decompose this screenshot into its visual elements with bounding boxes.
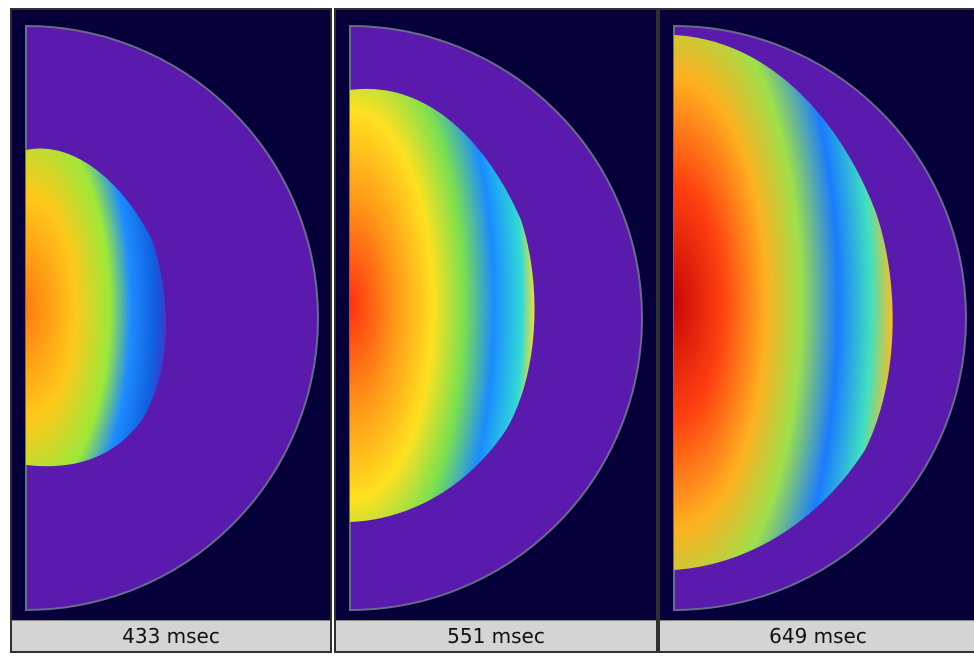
panel: 649 msec (658, 8, 974, 653)
panel: 551 msec (334, 8, 658, 653)
simulation-image (336, 10, 656, 621)
page: 433 msec 551 msec 649 msec (() => { cons… (0, 0, 974, 658)
simulation-image (12, 10, 330, 621)
time-label: 649 msec (660, 620, 974, 651)
panel: 433 msec (10, 8, 332, 653)
time-label: 433 msec (12, 620, 330, 651)
time-label: 551 msec (336, 620, 656, 651)
simulation-image (660, 10, 974, 621)
